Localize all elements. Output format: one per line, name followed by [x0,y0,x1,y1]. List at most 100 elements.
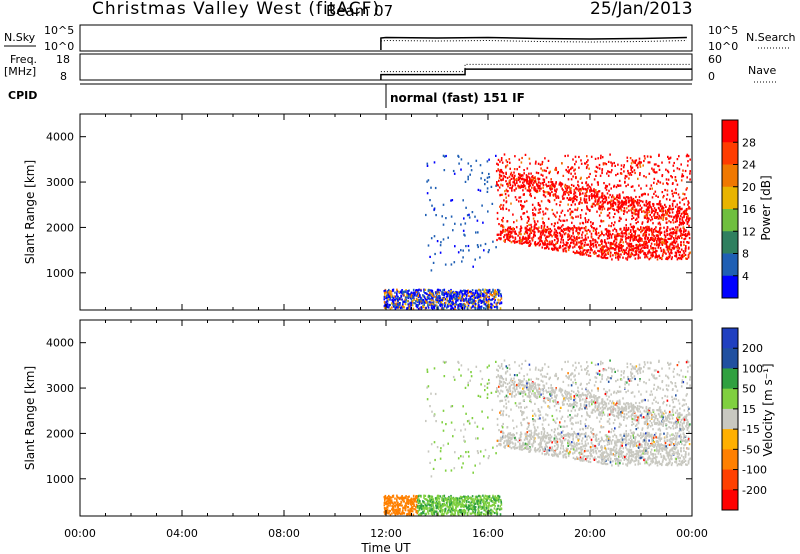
range-cell [562,238,564,242]
range-cell [433,208,436,211]
range-cell [613,201,616,204]
range-cell [488,512,490,515]
range-cell [607,231,610,234]
range-cell [495,508,498,511]
range-cell [576,236,578,239]
range-cell [583,238,585,241]
range-cell [406,506,409,509]
range-cell [616,234,618,237]
range-cell [592,238,594,241]
range-cell [615,229,618,232]
range-cell [613,239,616,242]
range-cell [652,233,654,236]
range-cell [625,203,627,206]
range-cell [432,261,435,264]
range-cell [484,384,486,388]
range-cell [587,442,589,445]
range-cell [486,393,489,396]
range-cell [594,170,596,173]
range-cell [683,203,686,206]
range-cell [533,186,535,189]
range-cell [383,295,386,298]
freq-left-bottom: 8 [60,70,67,83]
range-cell [405,289,407,292]
range-cell [681,198,684,201]
range-cell [533,230,535,234]
range-cell [404,300,407,303]
range-cell [437,513,440,516]
range-cell [659,223,662,226]
range-cell [433,414,436,417]
nave-series-line [380,63,692,73]
range-cell [411,301,413,304]
range-cell [450,507,453,510]
range-cell [645,208,648,211]
range-cell [501,220,504,223]
range-cell [548,199,551,202]
range-cell [616,194,618,197]
range-cell [559,204,561,207]
range-cell [495,170,498,173]
range-cell [584,249,586,252]
range-cell [446,501,449,504]
range-cell [509,161,511,164]
range-cell [637,204,639,207]
range-cell [573,169,575,172]
range-cell [594,250,596,253]
range-cell [515,187,517,190]
range-cell [675,226,677,229]
range-cell [688,252,691,255]
range-cell [490,511,492,514]
range-cell [397,298,399,301]
range-cell [533,206,536,209]
range-cell [685,155,688,158]
range-cell [391,508,393,511]
range-cell [544,212,547,215]
range-cell [465,412,467,415]
range-cell [528,184,531,187]
range-cell [632,412,634,415]
y-tick-label: 3000 [46,176,74,189]
range-cell [431,513,434,516]
range-cell [447,299,450,303]
range-cell [643,175,645,178]
range-cell [616,255,619,258]
range-cell [650,254,652,257]
range-cell [483,455,485,458]
range-cell [514,230,516,234]
range-cell [592,194,594,198]
range-cell [601,242,603,245]
range-cell [506,220,509,223]
range-cell [407,295,410,298]
range-cell [461,502,463,505]
range-cell [431,290,434,293]
range-cell [466,301,468,304]
range-cell [638,238,640,241]
range-cell [534,178,537,181]
range-cell [655,171,658,174]
range-cell [632,199,635,202]
range-cell [451,297,453,300]
range-cell [407,292,409,295]
range-cell [628,243,631,246]
range-cell [518,185,521,188]
range-cell [440,301,443,304]
range-cell [499,307,502,310]
range-cell [493,297,496,300]
range-cell [522,186,525,189]
range-cell [468,455,470,458]
range-cell [429,298,431,301]
range-cell [550,435,553,438]
range-cell [397,507,399,510]
range-cell [688,233,691,236]
range-cell [537,187,539,190]
range-cell [474,215,476,218]
range-cell [586,207,588,210]
range-cell [661,205,664,208]
range-cell [573,245,576,248]
range-cell [511,189,513,192]
range-cell [486,366,489,369]
range-cell [569,226,571,230]
range-cell [478,304,480,307]
range-cell [678,224,681,227]
